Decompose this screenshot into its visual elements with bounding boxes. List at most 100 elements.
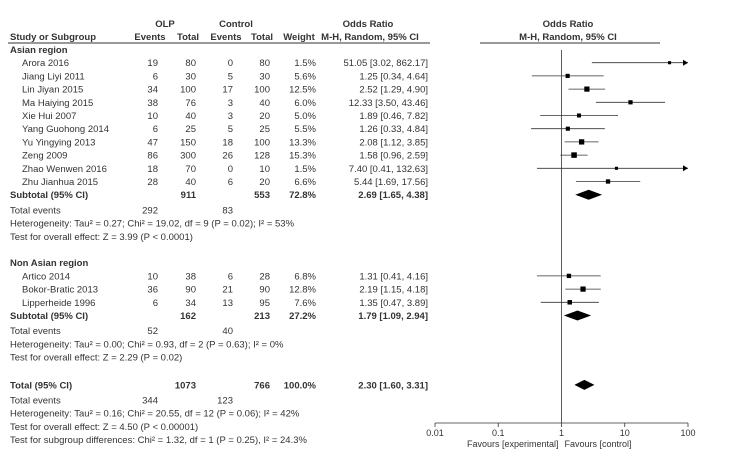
- total-events-olp: 52: [147, 326, 158, 337]
- study-name: Bokor-Bratic 2013: [22, 285, 98, 296]
- weight: 13.3%: [289, 137, 316, 148]
- summary-diamond: [575, 189, 603, 200]
- study-name: Arora 2016: [22, 58, 69, 69]
- total-control: 95: [259, 298, 270, 309]
- events-olp: 86: [147, 151, 158, 162]
- point-estimate-square: [667, 61, 672, 65]
- total-events-label: Total events: [10, 205, 61, 216]
- odds-ratio-ci: 1.26 [0.33, 4.84]: [359, 124, 428, 135]
- table-header: OLP Control Odds Ratio Odds Ratio Study …: [8, 19, 660, 44]
- header-group1: OLP: [155, 19, 175, 30]
- point-estimate-square: [578, 139, 585, 145]
- odds-ratio-ci: 2.52 [1.29, 4.90]: [359, 85, 428, 96]
- summary-weight: 27.2%: [289, 311, 316, 322]
- total-olp: 34: [185, 298, 196, 309]
- total-events-row: Total events 52 40: [10, 326, 233, 337]
- study-name: Yang Guohong 2014: [22, 124, 109, 135]
- heterogeneity-text: Heterogeneity: Tau² = 0.00; Chi² = 0.93,…: [10, 339, 284, 350]
- study-name: Yu Yingying 2013: [22, 137, 95, 148]
- events-control: 6: [228, 271, 233, 282]
- table-row: Lipperheide 1996 6 34 13 95 7.6% 1.35 [0.47, 3…: [22, 298, 428, 309]
- weight: 6.0%: [294, 98, 316, 109]
- summary-total-control: 553: [254, 190, 270, 201]
- events-control: 0: [228, 164, 233, 175]
- total-row: Total (95% CI) 1073 766 100.0% 2.30 [1.60, 3…: [10, 380, 428, 391]
- total-events-row: Total events 344 123: [10, 396, 233, 407]
- total-control: 20: [259, 111, 270, 122]
- table-row: Zhu Jianhua 2015 28 40 6 20 6.6% 5.44 [1.69, 1…: [22, 177, 428, 188]
- table-row: Arora 2016 19 80 0 80 1.5% 51.05 [3.02, 862.17…: [22, 58, 428, 69]
- total-olp: 80: [185, 58, 196, 69]
- events-olp: 10: [147, 111, 158, 122]
- study-name: Xie Hui 2007: [22, 111, 76, 122]
- summary-diamond: [574, 379, 595, 390]
- table-row: Zeng 2009 86 300 26 128 15.3% 1.58 [0.96, 2.59…: [22, 151, 428, 162]
- events-olp: 18: [147, 164, 158, 175]
- odds-ratio-ci: 1.89 [0.46, 7.82]: [359, 111, 428, 122]
- study-name: Lin Jiyan 2015: [22, 85, 83, 96]
- summary-ci: 1.79 [1.09, 2.94]: [358, 311, 428, 322]
- events-olp: 38: [147, 98, 158, 109]
- x-tick-label: 0.1: [492, 428, 505, 438]
- total-olp: 40: [185, 177, 196, 188]
- total-events-row: Total events 292 83: [10, 205, 233, 216]
- weight: 15.3%: [289, 151, 316, 162]
- total-events-label: Total events: [10, 396, 61, 407]
- total-olp: 25: [185, 124, 196, 135]
- summary-ci: 2.30 [1.60, 3.31]: [358, 380, 428, 391]
- events-control: 18: [222, 137, 233, 148]
- x-tick-label: 10: [620, 428, 630, 438]
- table-rows: Asian region Arora 2016 19 80 0 80 1.5% 51.05 […: [10, 45, 428, 446]
- header-weight: Weight: [283, 32, 315, 43]
- summary-label: Subtotal (95% CI): [10, 311, 88, 322]
- header-total2: Total: [251, 32, 273, 43]
- summary-label: Total (95% CI): [10, 380, 72, 391]
- total-control: 20: [259, 177, 270, 188]
- total-control: 30: [259, 71, 270, 82]
- table-row: Ma Haiying 2015 38 76 3 40 6.0% 12.33 [3.50, 4…: [22, 98, 428, 109]
- weight: 1.5%: [294, 164, 316, 175]
- events-control: 21: [222, 285, 233, 296]
- odds-ratio-ci: 2.08 [1.12, 3.85]: [359, 137, 428, 148]
- weight: 7.6%: [294, 298, 316, 309]
- odds-ratio-ci: 1.58 [0.96, 2.59]: [359, 151, 428, 162]
- total-events-olp: 344: [142, 396, 158, 407]
- total-olp: 38: [185, 271, 196, 282]
- total-control: 28: [259, 271, 270, 282]
- subgroup-heading: Asian region: [10, 45, 68, 56]
- total-olp: 40: [185, 111, 196, 122]
- study-name: Jiang Liyi 2011: [22, 71, 85, 82]
- odds-ratio-ci: 51.05 [3.02, 862.17]: [343, 58, 428, 69]
- study-name: Zeng 2009: [22, 151, 67, 162]
- point-estimate-square: [584, 86, 590, 92]
- study-name: Artico 2014: [22, 271, 70, 282]
- subgroup-differences-text: Test for subgroup differences: Chi² = 1.…: [10, 435, 308, 446]
- events-olp: 47: [147, 137, 158, 148]
- table-row: Jiang Liyi 2011 6 30 5 30 5.6% 1.25 [0.34, 4.6…: [22, 71, 428, 82]
- summary-label: Subtotal (95% CI): [10, 190, 88, 201]
- summary-total-control: 213: [254, 311, 270, 322]
- total-olp: 150: [180, 137, 196, 148]
- total-events-label: Total events: [10, 326, 61, 337]
- x-tick-label: 1: [559, 428, 564, 438]
- header-study: Study or Subgroup: [10, 32, 96, 43]
- point-estimate-square: [565, 73, 570, 78]
- point-estimate-square: [580, 286, 586, 292]
- plot-area: 0.01 0.1 1 10 100 Favours [experimental] Favou…: [426, 50, 696, 449]
- table-row: Zhao Wenwen 2016 18 70 0 10 1.5% 7.40 [0.41, 1…: [22, 164, 428, 175]
- total-control: 100: [254, 85, 270, 96]
- odds-ratio-ci: 5.44 [1.69, 17.56]: [354, 177, 428, 188]
- events-control: 5: [228, 124, 233, 135]
- total-control: 10: [259, 164, 270, 175]
- weight: 12.8%: [289, 285, 316, 296]
- events-olp: 34: [147, 85, 158, 96]
- weight: 5.5%: [294, 124, 316, 135]
- events-olp: 10: [147, 271, 158, 282]
- summary-weight: 100.0%: [284, 380, 317, 391]
- study-name: Zhu Jianhua 2015: [22, 177, 98, 188]
- weight: 6.8%: [294, 271, 316, 282]
- summary-total-olp: 1073: [175, 380, 196, 391]
- study-name: Zhao Wenwen 2016: [22, 164, 107, 175]
- total-events-olp: 292: [142, 205, 158, 216]
- total-control: 25: [259, 124, 270, 135]
